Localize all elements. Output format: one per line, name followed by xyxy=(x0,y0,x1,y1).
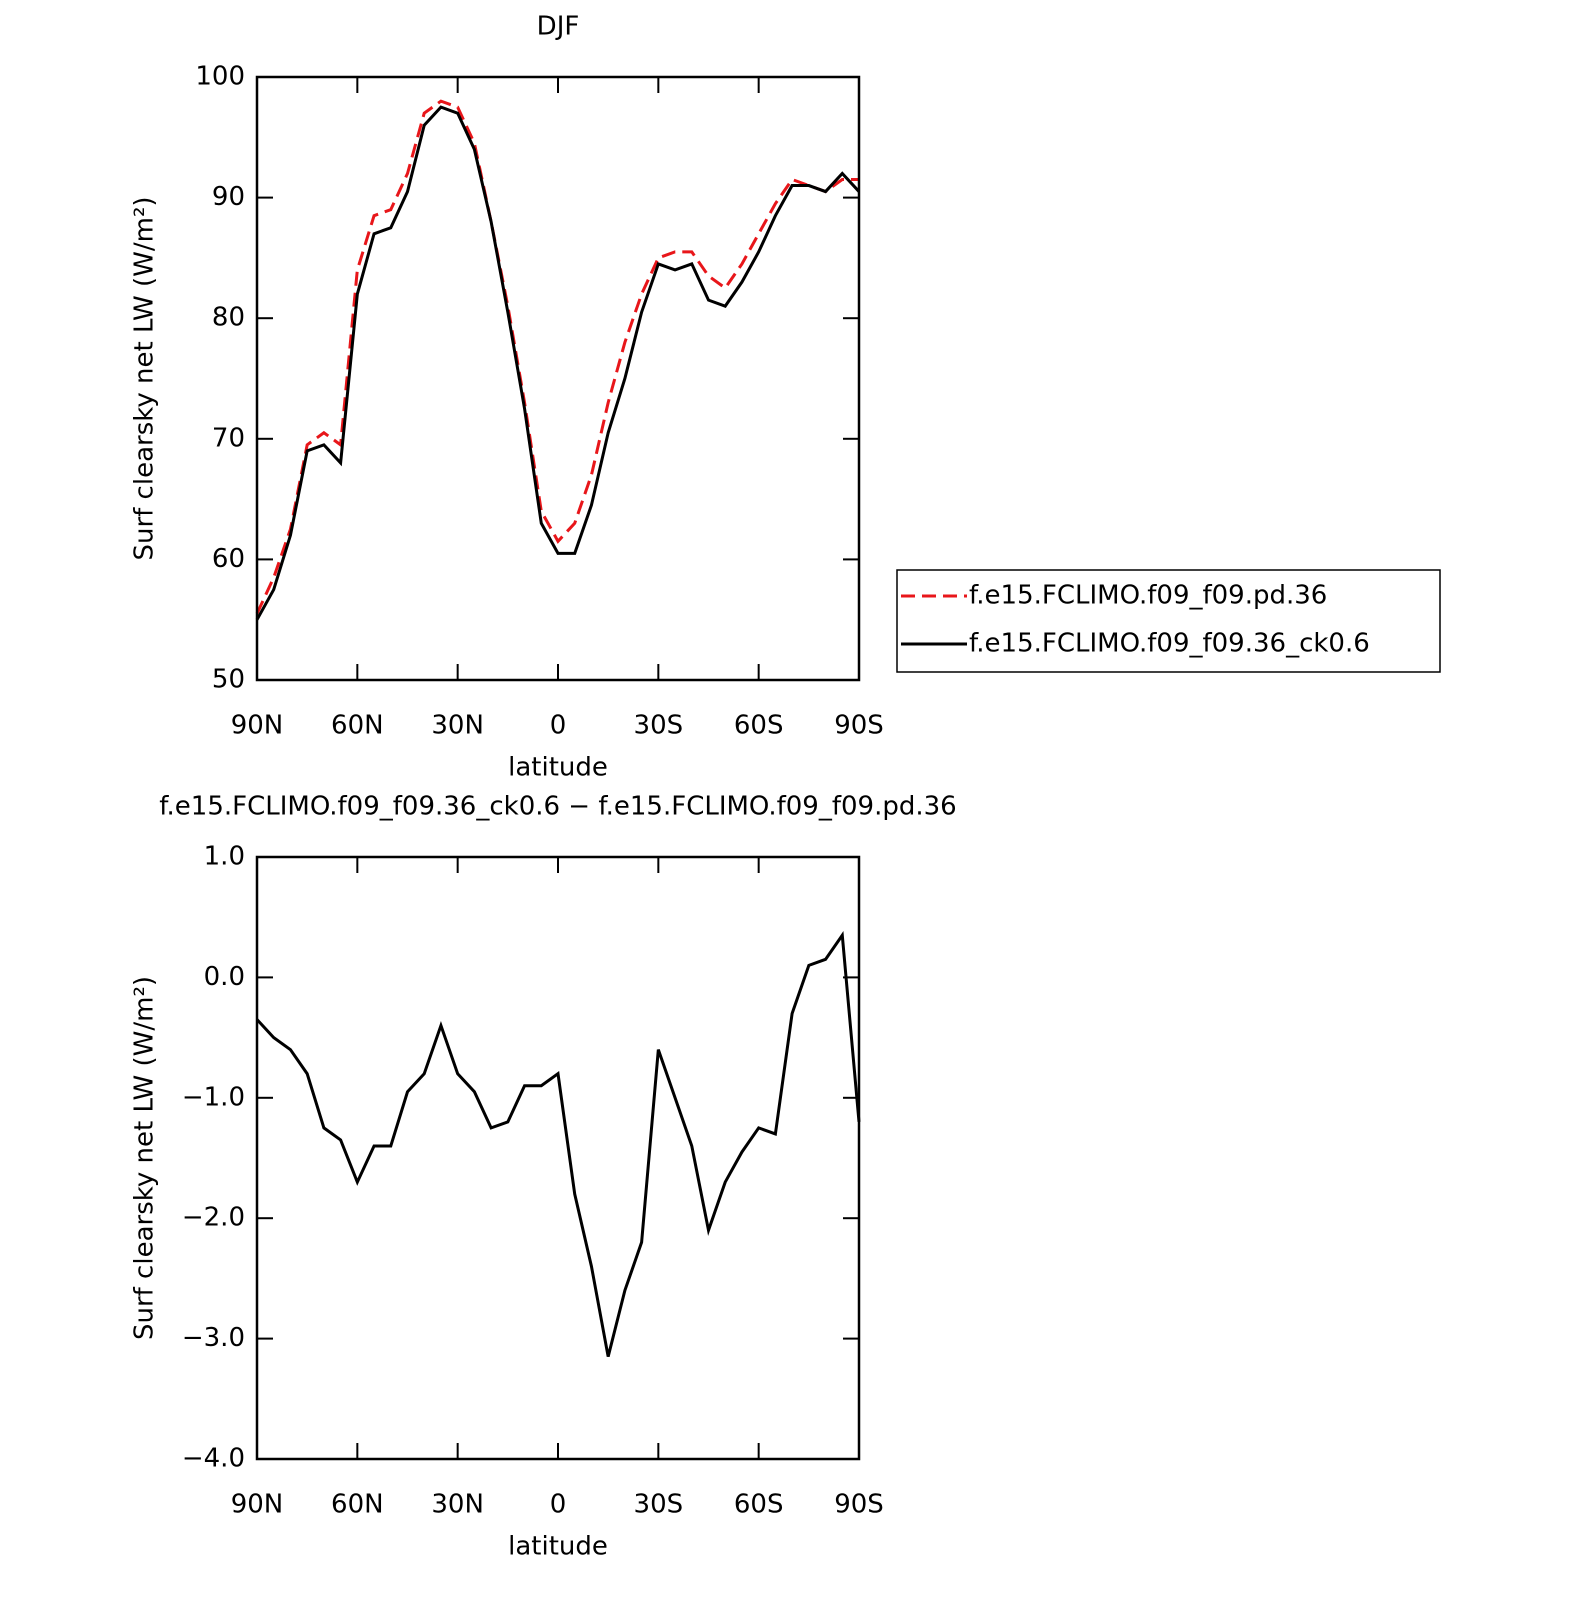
x-tick-label: 90N xyxy=(231,1490,284,1520)
y-tick-label: −3.0 xyxy=(182,1323,245,1353)
x-tick-label: 30N xyxy=(431,711,484,741)
series-line xyxy=(255,105,861,621)
x-axis-label: latitude xyxy=(508,753,608,783)
y-tick-label: −1.0 xyxy=(182,1082,245,1112)
x-tick-label: 0 xyxy=(550,1490,567,1520)
legend-label: f.e15.FCLIMO.f09_f09.36_ck0.6 xyxy=(969,629,1370,659)
legend-label: f.e15.FCLIMO.f09_f09.pd.36 xyxy=(969,581,1327,611)
y-axis-label: Surf clearsky net LW (W/m²) xyxy=(130,196,160,560)
y-tick-label: 70 xyxy=(212,423,245,453)
x-tick-label: 60S xyxy=(734,1490,784,1520)
x-tick-label: 60N xyxy=(331,1490,384,1520)
plot-frame xyxy=(255,855,861,1461)
series-line xyxy=(255,99,859,615)
x-axis-label: latitude xyxy=(508,1532,608,1562)
x-tick-label: 90N xyxy=(231,711,284,741)
y-tick-label: 80 xyxy=(212,303,245,333)
x-tick-label: 60S xyxy=(734,711,784,741)
chart-title: DJF xyxy=(537,12,580,42)
y-tick-label: 100 xyxy=(195,62,245,92)
x-tick-label: 0 xyxy=(550,711,567,741)
plot-frame xyxy=(255,75,861,682)
y-tick-label: −4.0 xyxy=(182,1444,245,1474)
x-tick-label: 90S xyxy=(834,711,884,741)
chart-title: f.e15.FCLIMO.f09_f09.36_ck0.6 − f.e15.FC… xyxy=(159,792,956,822)
y-tick-label: 90 xyxy=(212,182,245,212)
y-tick-label: 50 xyxy=(212,665,245,695)
series-line xyxy=(255,931,861,1358)
y-axis-label: Surf clearsky net LW (W/m²) xyxy=(130,976,160,1340)
legend-box xyxy=(896,569,1441,673)
y-tick-label: 1.0 xyxy=(204,842,245,872)
y-tick-label: 0.0 xyxy=(204,962,245,992)
y-tick-label: −2.0 xyxy=(182,1203,245,1233)
x-tick-label: 60N xyxy=(331,711,384,741)
x-tick-label: 30N xyxy=(431,1490,484,1520)
x-tick-label: 90S xyxy=(834,1490,884,1520)
y-tick-label: 60 xyxy=(212,544,245,574)
x-tick-label: 30S xyxy=(634,711,684,741)
x-tick-label: 30S xyxy=(634,1490,684,1520)
